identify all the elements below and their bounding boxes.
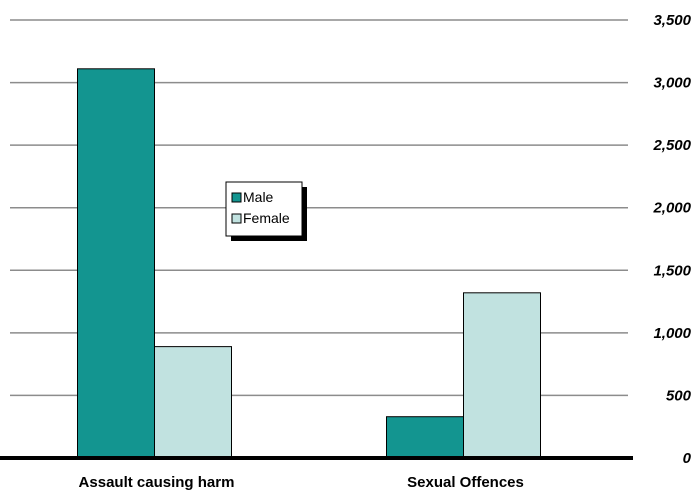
y-tick-label: 3,500	[653, 12, 691, 29]
y-tick-label: 2,500	[652, 137, 691, 154]
legend-label-female: Female	[243, 210, 290, 226]
y-tick-label: 0	[683, 450, 692, 467]
y-tick-label: 2,000	[652, 200, 691, 217]
y-tick-label: 1,500	[653, 262, 691, 279]
legend-box	[225, 181, 303, 237]
bar-male-0	[77, 68, 155, 459]
y-tick-label: 3,000	[653, 75, 691, 92]
y-tick-label: 1,000	[653, 325, 691, 342]
legend-swatch-female	[231, 213, 242, 224]
x-category-label: Sexual Offences	[407, 474, 524, 491]
y-tick-labels: 0 500 1,000 1,500 2,000 2,500 3,000 3,500	[652, 12, 691, 467]
x-category-labels: Assault causing harm Sexual Offences	[79, 474, 524, 491]
bar-female-1	[463, 292, 541, 459]
bar-female-0	[154, 346, 232, 459]
legend-swatch-male	[231, 192, 242, 203]
x-category-label: Assault causing harm	[79, 474, 235, 491]
legend-label-male: Male	[243, 189, 274, 205]
bar-male-1	[386, 416, 464, 459]
y-tick-label: 500	[666, 387, 692, 404]
legend: Male Female	[225, 181, 307, 241]
bars	[77, 68, 541, 459]
